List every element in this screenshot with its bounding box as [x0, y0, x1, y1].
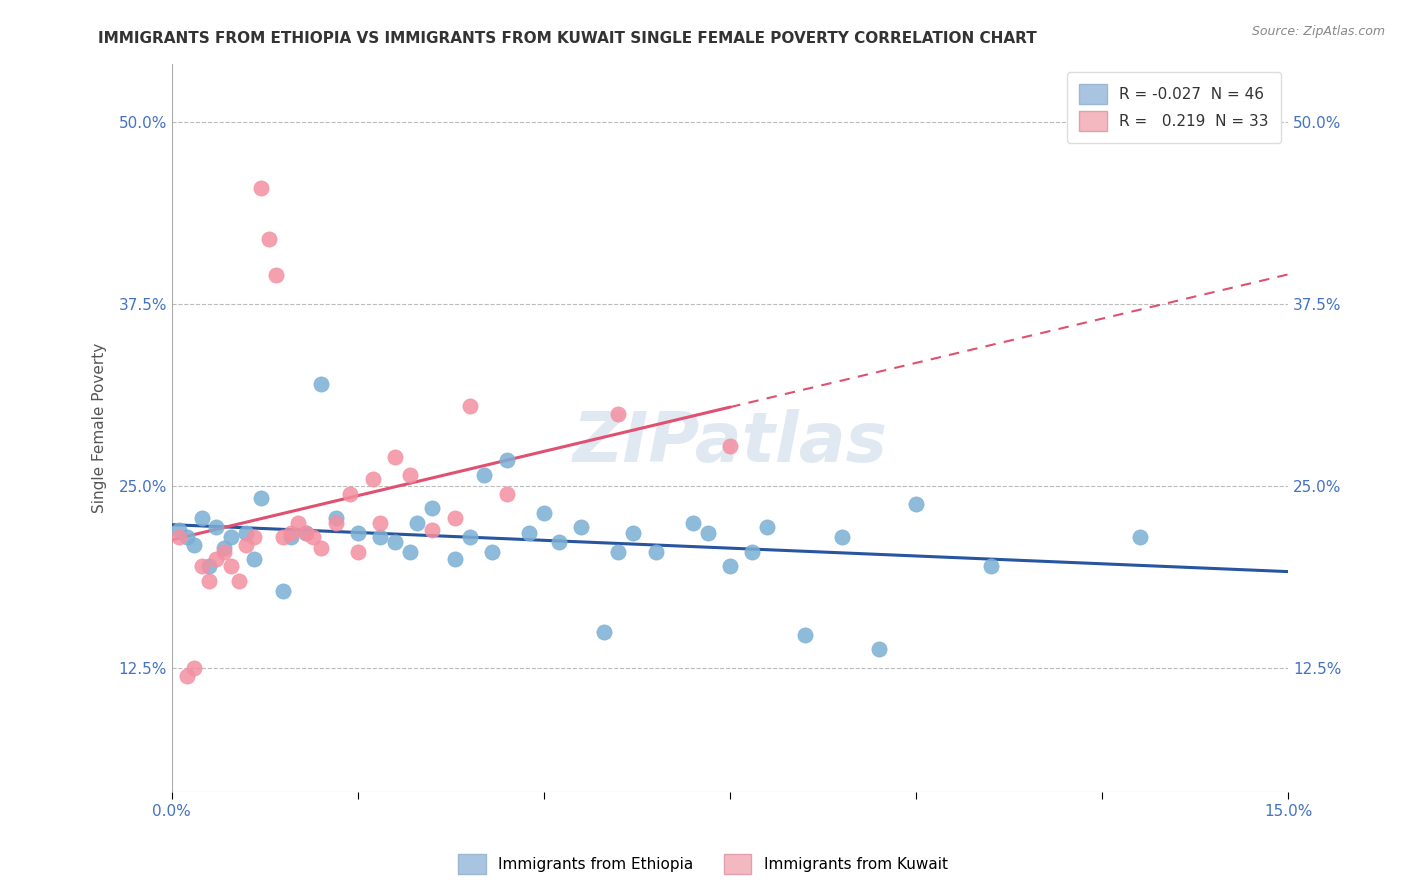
Point — [250, 181, 273, 195]
Point — [228, 574, 250, 588]
Point — [831, 530, 853, 544]
Point — [183, 538, 205, 552]
Point — [495, 453, 517, 467]
Point — [980, 559, 1002, 574]
Point — [273, 530, 295, 544]
Point — [347, 545, 370, 559]
Point — [399, 467, 422, 482]
Point — [621, 526, 644, 541]
Text: IMMIGRANTS FROM ETHIOPIA VS IMMIGRANTS FROM KUWAIT SINGLE FEMALE POVERTY CORRELA: IMMIGRANTS FROM ETHIOPIA VS IMMIGRANTS F… — [98, 31, 1038, 46]
Point — [443, 552, 465, 566]
Point — [868, 642, 890, 657]
Point — [682, 516, 704, 530]
Point — [309, 377, 332, 392]
Point — [176, 530, 198, 544]
Point — [273, 584, 295, 599]
Point — [325, 516, 347, 530]
Point — [406, 516, 429, 530]
Point — [212, 545, 235, 559]
Point — [250, 491, 273, 505]
Point — [741, 545, 763, 559]
Point — [190, 511, 212, 525]
Legend: Immigrants from Ethiopia, Immigrants from Kuwait: Immigrants from Ethiopia, Immigrants fro… — [453, 848, 953, 880]
Point — [287, 516, 309, 530]
Point — [458, 530, 481, 544]
Point — [212, 541, 235, 555]
Point — [607, 407, 630, 421]
Point — [517, 526, 540, 541]
Point — [280, 530, 302, 544]
Text: Source: ZipAtlas.com: Source: ZipAtlas.com — [1251, 25, 1385, 38]
Point — [458, 399, 481, 413]
Y-axis label: Single Female Poverty: Single Female Poverty — [93, 343, 107, 513]
Point — [569, 520, 592, 534]
Point — [264, 268, 287, 283]
Point — [368, 516, 391, 530]
Point — [183, 661, 205, 675]
Point — [495, 486, 517, 500]
Point — [242, 552, 264, 566]
Point — [309, 541, 332, 555]
Point — [235, 526, 257, 541]
Point — [221, 559, 243, 574]
Point — [190, 559, 212, 574]
Text: ZIPatlas: ZIPatlas — [572, 409, 887, 476]
Point — [481, 545, 503, 559]
Point — [422, 523, 444, 537]
Point — [205, 520, 228, 534]
Legend: R = -0.027  N = 46, R =   0.219  N = 33: R = -0.027 N = 46, R = 0.219 N = 33 — [1067, 71, 1281, 143]
Point — [347, 526, 370, 541]
Point — [302, 530, 325, 544]
Point — [325, 511, 347, 525]
Point — [294, 526, 316, 541]
Point — [399, 545, 422, 559]
Point — [756, 520, 779, 534]
Point — [205, 552, 228, 566]
Point — [257, 232, 280, 246]
Point — [339, 486, 361, 500]
Point — [548, 534, 571, 549]
Point — [361, 472, 384, 486]
Point — [718, 559, 741, 574]
Point — [443, 511, 465, 525]
Point — [368, 530, 391, 544]
Point — [1128, 530, 1150, 544]
Point — [384, 450, 406, 465]
Point — [422, 501, 444, 516]
Point — [242, 530, 264, 544]
Point — [198, 559, 221, 574]
Point — [167, 523, 190, 537]
Point — [474, 467, 496, 482]
Point — [718, 439, 741, 453]
Point — [280, 526, 302, 541]
Point — [176, 669, 198, 683]
Point — [607, 545, 630, 559]
Point — [793, 628, 815, 642]
Point — [533, 506, 555, 520]
Point — [592, 625, 614, 640]
Point — [221, 530, 243, 544]
Point — [294, 526, 316, 541]
Point — [644, 545, 666, 559]
Point — [167, 530, 190, 544]
Point — [235, 538, 257, 552]
Point — [905, 497, 928, 511]
Point — [198, 574, 221, 588]
Point — [696, 526, 718, 541]
Point — [384, 534, 406, 549]
